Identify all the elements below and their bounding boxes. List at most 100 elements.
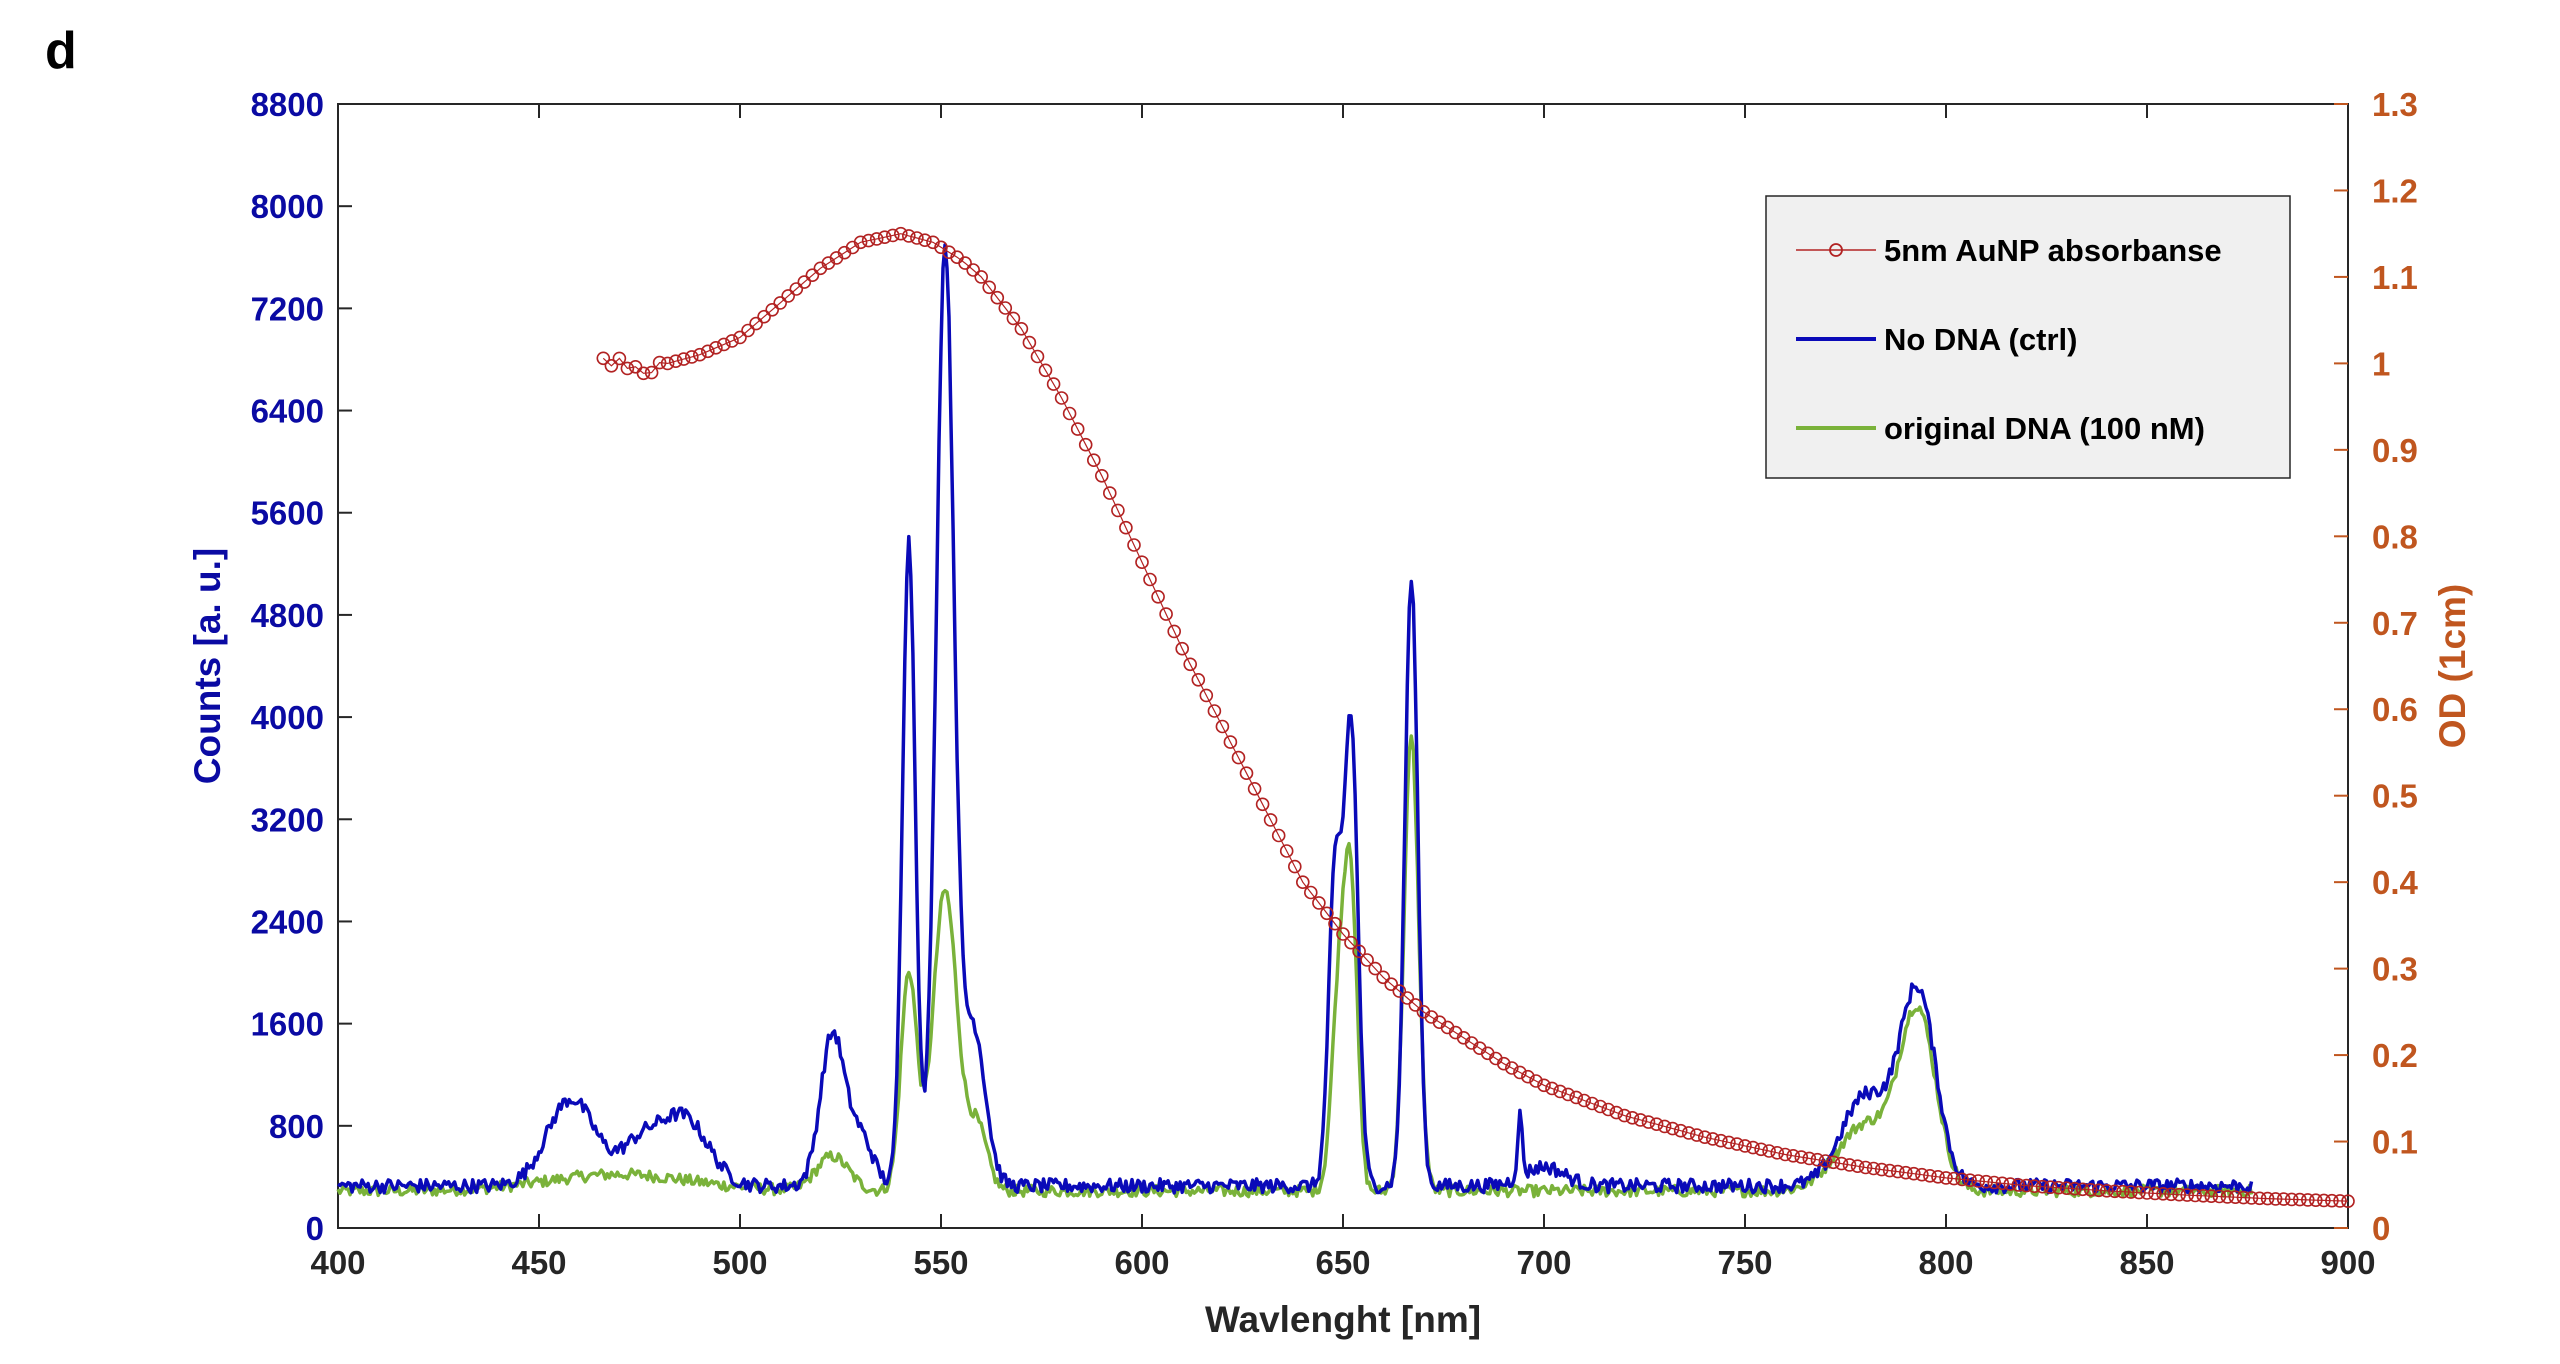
aunp-absorbance-point [660, 356, 675, 371]
aunp-absorbance-point [2180, 1188, 2194, 1202]
aunp-absorbance-point [1175, 641, 1189, 656]
x-tick-label: 900 [2320, 1244, 2375, 1281]
aunp-absorbance-point [990, 290, 1005, 305]
aunp-absorbance-point [1384, 977, 1398, 992]
series-no-dna-line [336, 243, 2254, 1195]
aunp-absorbance-point [2100, 1184, 2114, 1198]
series-aunp-absorbance-markers [596, 226, 2355, 1208]
aunp-absorbance-point [1601, 1102, 1616, 1117]
aunp-absorbance-point [1931, 1170, 1945, 1184]
aunp-absorbance-point [1907, 1166, 1921, 1181]
y-right-tick-label: 0.5 [2372, 778, 2418, 815]
aunp-absorbance-point [1312, 896, 1326, 910]
aunp-absorbance-point [1834, 1156, 1849, 1171]
aunp-absorbance-point [1513, 1065, 1527, 1080]
aunp-absorbance-point [2011, 1178, 2026, 1192]
aunp-absorbance-point [1891, 1164, 1905, 1179]
y-right-tick-label: 1.2 [2372, 172, 2418, 209]
aunp-absorbance-point [1304, 885, 1318, 900]
aunp-absorbance-point [2083, 1183, 2098, 1197]
x-axis-title: Wavlenght [nm] [1205, 1299, 1481, 1340]
y-left-tick-label: 6400 [251, 393, 324, 430]
aunp-absorbance-point [1955, 1172, 1969, 1187]
aunp-absorbance-point [1585, 1096, 1599, 1111]
aunp-absorbance-point [733, 330, 747, 345]
aunp-absorbance-point [604, 358, 619, 373]
aunp-absorbance-point [652, 355, 667, 370]
aunp-absorbance-point [2043, 1180, 2058, 1194]
aunp-absorbance-point [2236, 1190, 2251, 1205]
aunp-absorbance-point [1344, 935, 1358, 950]
aunp-absorbance-point [789, 282, 804, 296]
aunp-absorbance-point [1778, 1147, 1792, 1162]
aunp-absorbance-point [1239, 766, 1254, 781]
aunp-absorbance-point [2132, 1185, 2146, 1200]
aunp-absorbance-point [1641, 1115, 1656, 1129]
aunp-absorbance-point [1681, 1126, 1696, 1140]
y-left-axis-title: Counts [a. u.] [187, 548, 228, 784]
aunp-absorbance-point [1593, 1099, 1608, 1114]
aunp-absorbance-point [1360, 953, 1374, 967]
aunp-absorbance-point [1617, 1108, 1632, 1123]
aunp-absorbance-point [1545, 1081, 1559, 1096]
legend-label-original-dna: original DNA (100 nM) [1884, 411, 2205, 446]
aunp-absorbance-point [1850, 1159, 1865, 1173]
aunp-absorbance-point [676, 352, 691, 366]
aunp-absorbance-point [1505, 1061, 1519, 1075]
aunp-absorbance-point [1561, 1087, 1575, 1102]
y-left-tick-label: 8800 [251, 86, 324, 123]
aunp-absorbance-point [684, 350, 699, 364]
aunp-absorbance-point [1746, 1140, 1760, 1155]
aunp-absorbance-point [1730, 1137, 1744, 1151]
aunp-absorbance-point [1320, 906, 1334, 921]
x-tick-label: 750 [1717, 1244, 1772, 1281]
aunp-absorbance-point [1529, 1074, 1543, 1088]
aunp-absorbance-point [2204, 1189, 2219, 1203]
aunp-absorbance-point [1698, 1130, 1712, 1144]
aunp-absorbance-point [1754, 1142, 1768, 1157]
x-axis-ticks: 400 450 500 550 600 650 700 750 800 850 900 [310, 104, 2376, 1281]
aunp-absorbance-point [1609, 1105, 1624, 1120]
aunp-absorbance-point [2027, 1179, 2042, 1193]
aunp-absorbance-point [1247, 781, 1262, 796]
aunp-absorbance-point [700, 344, 715, 359]
aunp-absorbance-point [1376, 970, 1390, 985]
aunp-absorbance-point [1263, 813, 1278, 827]
y-right-tick-label: 0.2 [2372, 1037, 2418, 1074]
aunp-absorbance-point [2228, 1190, 2243, 1204]
original-dna-spectrum-path [336, 734, 2254, 1199]
aunp-absorbance-point [2309, 1193, 2323, 1207]
aunp-absorbance-point [1826, 1155, 1841, 1170]
legend-swatch-aunp-marker [1829, 243, 1843, 257]
aunp-absorbance-point [1352, 944, 1366, 959]
aunp-absorbance-point [885, 228, 900, 243]
aunp-absorbance-point [1569, 1090, 1583, 1105]
aunp-absorbance-point [2293, 1192, 2307, 1207]
aunp-absorbance-point [1537, 1078, 1551, 1093]
aunp-absorbance-point [1062, 406, 1077, 421]
aunp-absorbance-point [1408, 998, 1423, 1012]
aunp-absorbance-point [1915, 1167, 1929, 1182]
y-right-tick-label: 0.3 [2372, 951, 2418, 988]
aunp-absorbance-point [2172, 1187, 2186, 1202]
aunp-absorbance-point [1288, 859, 1302, 874]
aunp-absorbance-point [982, 280, 997, 295]
aunp-absorbance-point [757, 309, 771, 324]
no-dna-spectrum-path [336, 243, 2254, 1195]
aunp-absorbance-point [781, 289, 796, 303]
y-right-tick-label: 0.9 [2372, 432, 2418, 469]
aunp-absorbance-point [966, 263, 981, 277]
aunp-absorbance-point [773, 296, 788, 310]
aunp-absorbance-point [1633, 1113, 1648, 1127]
x-tick-label: 400 [310, 1244, 365, 1281]
aunp-absorbance-point [1223, 735, 1238, 749]
aunp-absorbance-point [893, 226, 908, 241]
aunp-absorbance-point [1127, 538, 1141, 552]
y-left-tick-label: 4000 [251, 699, 324, 736]
aunp-absorbance-point [1255, 797, 1270, 812]
aunp-absorbance-point [2301, 1193, 2315, 1207]
aunp-absorbance-point [1770, 1146, 1784, 1160]
aunp-absorbance-point [1866, 1161, 1881, 1176]
y-left-tick-label: 7200 [251, 290, 324, 327]
